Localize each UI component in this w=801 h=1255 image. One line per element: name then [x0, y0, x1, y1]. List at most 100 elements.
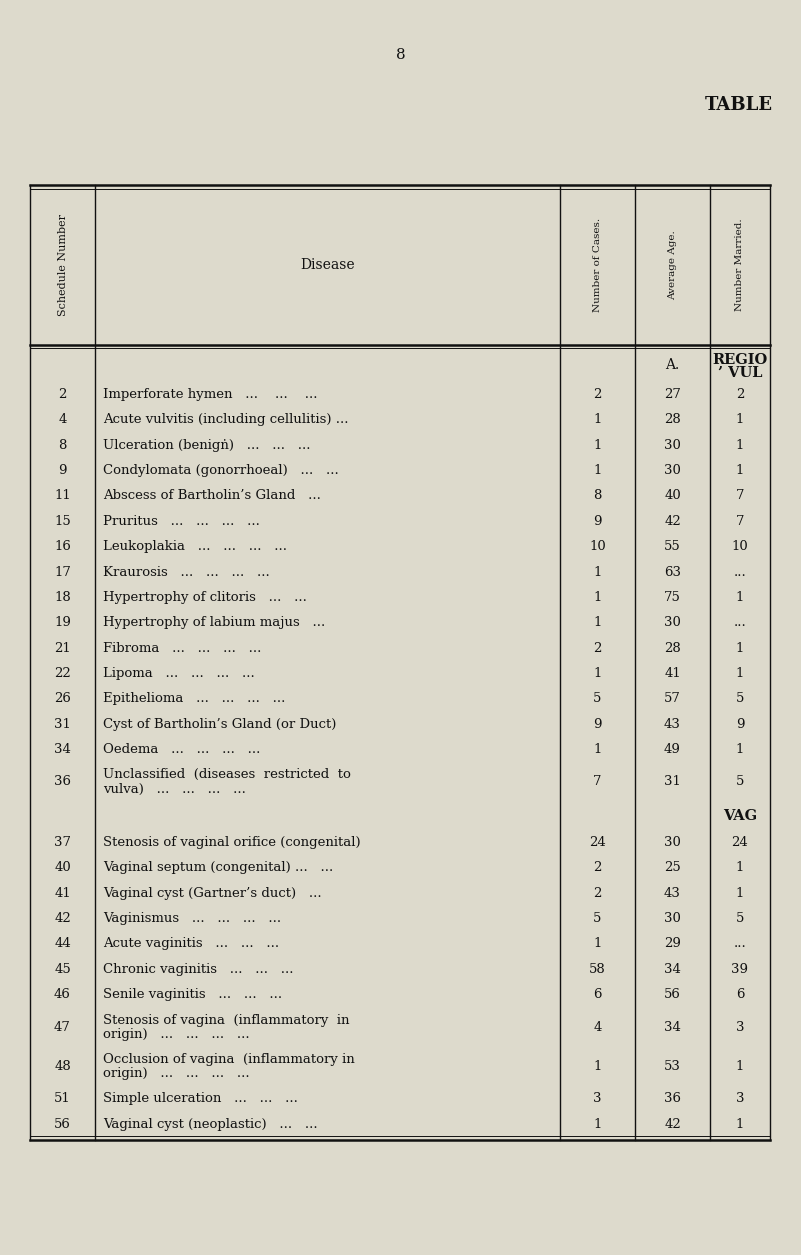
Text: 3: 3 [736, 1020, 744, 1034]
Text: 10: 10 [589, 540, 606, 553]
Text: 17: 17 [54, 566, 71, 579]
Text: 41: 41 [54, 887, 70, 900]
Text: REGIO: REGIO [712, 354, 767, 368]
Text: Condylomata (gonorrhoeal)   ...   ...: Condylomata (gonorrhoeal) ... ... [103, 464, 339, 477]
Text: 1: 1 [594, 616, 602, 629]
Text: Hypertrophy of labium majus   ...: Hypertrophy of labium majus ... [103, 616, 325, 629]
Text: 5: 5 [736, 912, 744, 925]
Text: 22: 22 [54, 666, 70, 680]
Text: 1: 1 [736, 641, 744, 655]
Text: 4: 4 [594, 1020, 602, 1034]
Text: 49: 49 [664, 743, 681, 756]
Text: 3: 3 [594, 1092, 602, 1106]
Text: Ulceration (benigṅ)   ...   ...   ...: Ulceration (benigṅ) ... ... ... [103, 439, 311, 452]
Text: 42: 42 [54, 912, 70, 925]
Text: 26: 26 [54, 693, 71, 705]
Text: 9: 9 [736, 718, 744, 730]
Text: 8: 8 [58, 439, 66, 452]
Text: 41: 41 [664, 666, 681, 680]
Text: 56: 56 [664, 988, 681, 1001]
Text: 43: 43 [664, 718, 681, 730]
Text: Vaginal cyst (Gartner’s duct)   ...: Vaginal cyst (Gartner’s duct) ... [103, 887, 322, 900]
Text: Disease: Disease [300, 259, 355, 272]
Text: 57: 57 [664, 693, 681, 705]
Text: 3: 3 [736, 1092, 744, 1106]
Text: Stenosis of vagina  (inflammatory  in: Stenosis of vagina (inflammatory in [103, 1014, 349, 1027]
Text: Number Married.: Number Married. [735, 218, 744, 311]
Text: 31: 31 [664, 776, 681, 788]
Text: origin)   ...   ...   ...   ...: origin) ... ... ... ... [103, 1067, 250, 1081]
Text: 36: 36 [54, 776, 71, 788]
Text: 45: 45 [54, 963, 70, 976]
Text: Vaginal septum (congenital) ...   ...: Vaginal septum (congenital) ... ... [103, 861, 333, 875]
Text: Schedule Number: Schedule Number [58, 215, 67, 316]
Text: Occlusion of vagina  (inflammatory in: Occlusion of vagina (inflammatory in [103, 1053, 355, 1065]
Text: 63: 63 [664, 566, 681, 579]
Text: 1: 1 [736, 743, 744, 756]
Text: 1: 1 [594, 743, 602, 756]
Text: ’ VUL: ’ VUL [718, 366, 763, 380]
Text: TABLE: TABLE [705, 95, 773, 114]
Text: 5: 5 [736, 693, 744, 705]
Text: 18: 18 [54, 591, 70, 604]
Text: 1: 1 [736, 861, 744, 875]
Text: 28: 28 [664, 413, 681, 427]
Text: 1: 1 [736, 887, 744, 900]
Text: 1: 1 [594, 666, 602, 680]
Text: ...: ... [734, 616, 747, 629]
Text: 4: 4 [58, 413, 66, 427]
Text: 30: 30 [664, 464, 681, 477]
Text: 5: 5 [736, 776, 744, 788]
Text: Kraurosis   ...   ...   ...   ...: Kraurosis ... ... ... ... [103, 566, 270, 579]
Text: Vaginismus   ...   ...   ...   ...: Vaginismus ... ... ... ... [103, 912, 281, 925]
Text: Lipoma   ...   ...   ...   ...: Lipoma ... ... ... ... [103, 666, 255, 680]
Text: Pruritus   ...   ...   ...   ...: Pruritus ... ... ... ... [103, 515, 260, 528]
Text: 1: 1 [736, 666, 744, 680]
Text: 58: 58 [589, 963, 606, 976]
Text: 56: 56 [54, 1118, 71, 1131]
Text: Cyst of Bartholin’s Gland (or Duct): Cyst of Bartholin’s Gland (or Duct) [103, 718, 336, 730]
Text: 7: 7 [736, 489, 744, 502]
Text: ...: ... [734, 566, 747, 579]
Text: A.: A. [666, 359, 679, 373]
Text: 30: 30 [664, 912, 681, 925]
Text: 25: 25 [664, 861, 681, 875]
Text: 8: 8 [594, 489, 602, 502]
Text: 30: 30 [664, 616, 681, 629]
Text: 34: 34 [664, 963, 681, 976]
Text: 51: 51 [54, 1092, 70, 1106]
Text: VAG: VAG [723, 808, 757, 823]
Text: vulva)   ...   ...   ...   ...: vulva) ... ... ... ... [103, 783, 246, 796]
Text: 24: 24 [589, 836, 606, 850]
Text: 75: 75 [664, 591, 681, 604]
Text: 5: 5 [594, 912, 602, 925]
Text: 7: 7 [594, 776, 602, 788]
Text: 9: 9 [58, 464, 66, 477]
Text: 2: 2 [58, 388, 66, 402]
Text: 1: 1 [594, 566, 602, 579]
Text: Abscess of Bartholin’s Gland   ...: Abscess of Bartholin’s Gland ... [103, 489, 321, 502]
Text: 10: 10 [731, 540, 748, 553]
Text: Senile vaginitis   ...   ...   ...: Senile vaginitis ... ... ... [103, 988, 282, 1001]
Text: 1: 1 [736, 413, 744, 427]
Text: 43: 43 [664, 887, 681, 900]
Text: Imperforate hymen   ...    ...    ...: Imperforate hymen ... ... ... [103, 388, 317, 402]
Text: 5: 5 [594, 693, 602, 705]
Text: 40: 40 [54, 861, 70, 875]
Text: 6: 6 [594, 988, 602, 1001]
Text: 1: 1 [594, 1060, 602, 1073]
Text: origin)   ...   ...   ...   ...: origin) ... ... ... ... [103, 1028, 250, 1040]
Text: Oedema   ...   ...   ...   ...: Oedema ... ... ... ... [103, 743, 260, 756]
Text: Leukoplakia   ...   ...   ...   ...: Leukoplakia ... ... ... ... [103, 540, 287, 553]
Text: Stenosis of vaginal orifice (congenital): Stenosis of vaginal orifice (congenital) [103, 836, 360, 850]
Text: 37: 37 [54, 836, 71, 850]
Text: 16: 16 [54, 540, 71, 553]
Text: 1: 1 [594, 439, 602, 452]
Text: 47: 47 [54, 1020, 71, 1034]
Text: Vaginal cyst (neoplastic)   ...   ...: Vaginal cyst (neoplastic) ... ... [103, 1118, 318, 1131]
Text: 2: 2 [736, 388, 744, 402]
Text: 27: 27 [664, 388, 681, 402]
Text: Epithelioma   ...   ...   ...   ...: Epithelioma ... ... ... ... [103, 693, 285, 705]
Text: Unclassified  (diseases  restricted  to: Unclassified (diseases restricted to [103, 768, 351, 782]
Text: 1: 1 [736, 591, 744, 604]
